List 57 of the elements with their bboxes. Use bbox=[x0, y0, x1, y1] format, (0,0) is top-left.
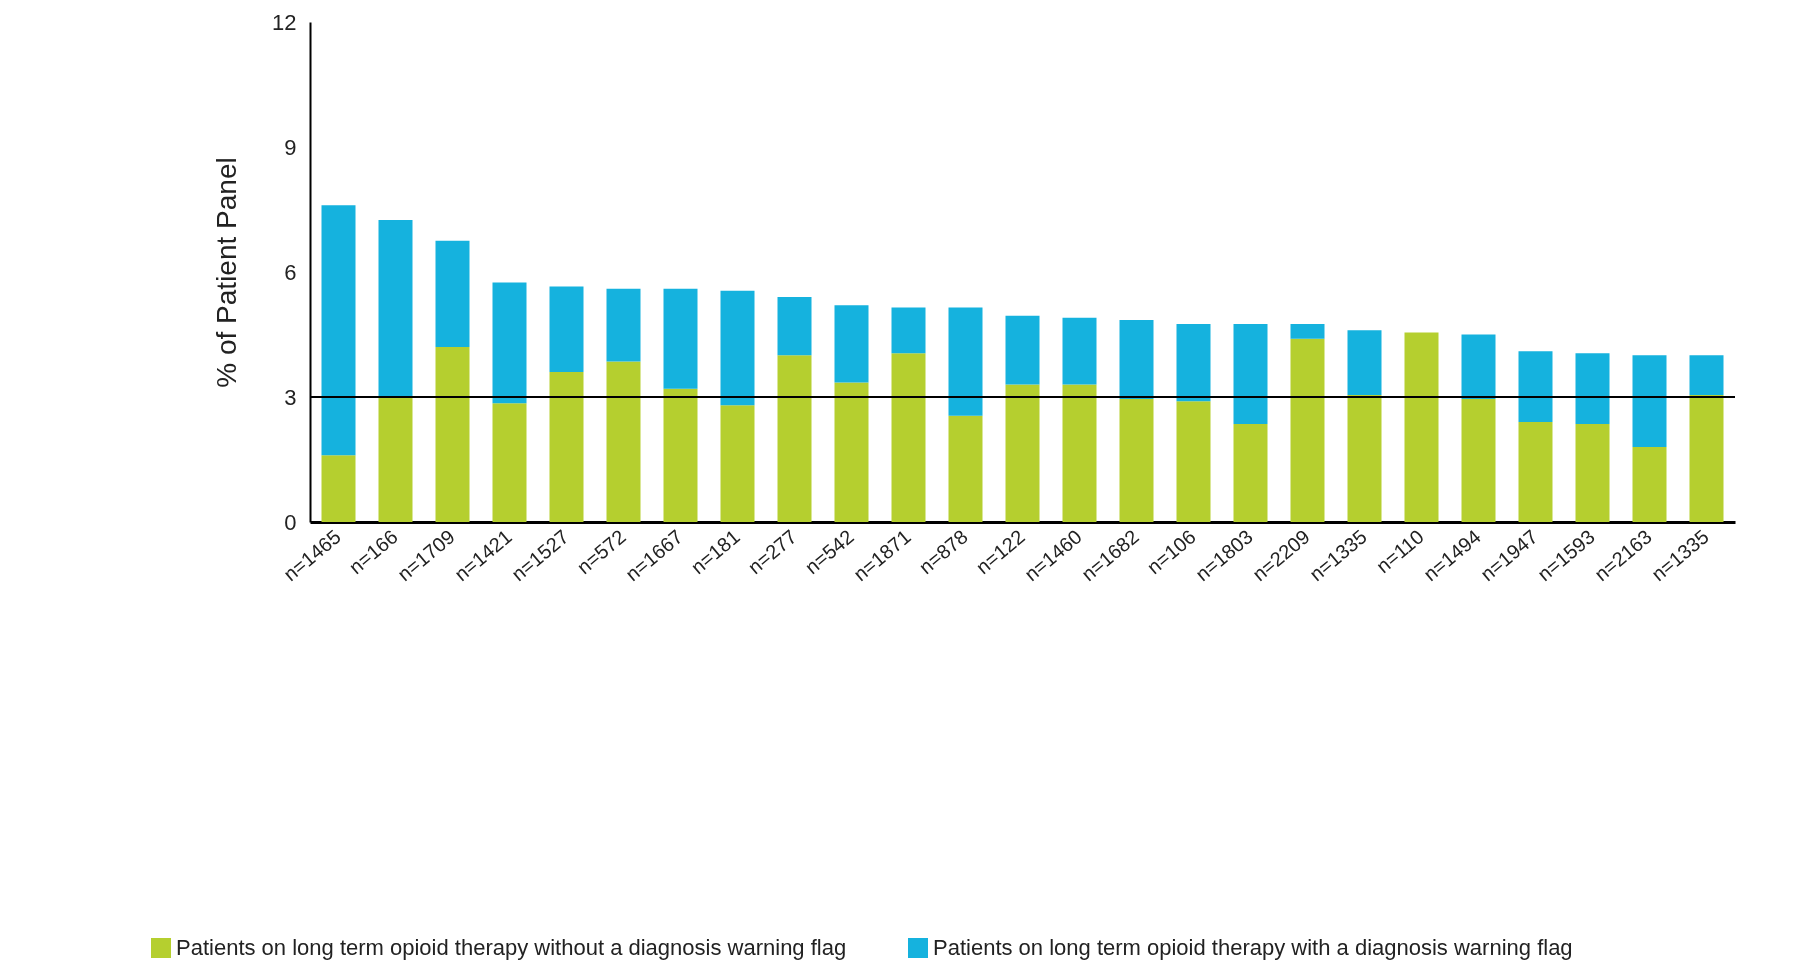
bar bbox=[1575, 424, 1610, 522]
bar bbox=[1176, 401, 1211, 522]
bar bbox=[606, 288, 641, 362]
legend-label: Patients on long term opioid therapy with a diagnosis warning flag bbox=[933, 935, 1573, 960]
y-tick-label: 6 bbox=[284, 259, 297, 285]
bar bbox=[663, 388, 698, 522]
bar bbox=[1176, 324, 1211, 402]
bar bbox=[777, 297, 812, 356]
bar bbox=[1632, 355, 1667, 447]
bar bbox=[1119, 399, 1154, 522]
bar bbox=[1233, 324, 1268, 425]
y-tick-label: 3 bbox=[284, 384, 297, 410]
bar bbox=[1404, 332, 1439, 522]
bar bbox=[378, 219, 413, 397]
bar bbox=[1689, 394, 1724, 522]
bar bbox=[891, 307, 926, 354]
bar bbox=[321, 455, 356, 522]
bar bbox=[378, 397, 413, 522]
bar bbox=[1461, 399, 1496, 522]
bar bbox=[834, 305, 869, 383]
bar bbox=[1347, 330, 1382, 395]
bar bbox=[834, 382, 869, 522]
bar bbox=[720, 290, 755, 406]
bar bbox=[492, 282, 527, 404]
bar bbox=[1518, 422, 1553, 522]
bar bbox=[1347, 394, 1382, 522]
bar bbox=[1689, 355, 1724, 395]
bar bbox=[1062, 317, 1097, 385]
y-axis-title: % of Patient Panel bbox=[211, 157, 243, 388]
bar bbox=[492, 403, 527, 522]
bar bbox=[1290, 324, 1325, 339]
bar bbox=[606, 361, 641, 522]
bar bbox=[1233, 424, 1268, 522]
bar bbox=[663, 288, 698, 389]
legend-label: Patients on long term opioid therapy without a diagnosis warning flag bbox=[176, 935, 847, 960]
bar bbox=[948, 415, 983, 522]
y-tick-label: 0 bbox=[284, 509, 297, 535]
bar bbox=[1005, 384, 1040, 522]
bar bbox=[777, 355, 812, 522]
bar bbox=[1518, 351, 1553, 422]
bar bbox=[1290, 338, 1325, 522]
bar bbox=[1119, 319, 1154, 400]
bar bbox=[1575, 353, 1610, 425]
bar bbox=[1005, 315, 1040, 385]
y-tick-label: 9 bbox=[284, 134, 297, 160]
bar bbox=[549, 286, 584, 372]
bar bbox=[720, 405, 755, 522]
bar bbox=[549, 372, 584, 522]
bar bbox=[891, 353, 926, 522]
bar bbox=[1632, 447, 1667, 522]
bar bbox=[1461, 334, 1496, 400]
bar bbox=[948, 307, 983, 416]
y-tick-label: 12 bbox=[272, 9, 297, 35]
bar bbox=[435, 347, 470, 522]
bar bbox=[435, 240, 470, 347]
bar bbox=[321, 205, 356, 456]
bar bbox=[1062, 384, 1097, 522]
